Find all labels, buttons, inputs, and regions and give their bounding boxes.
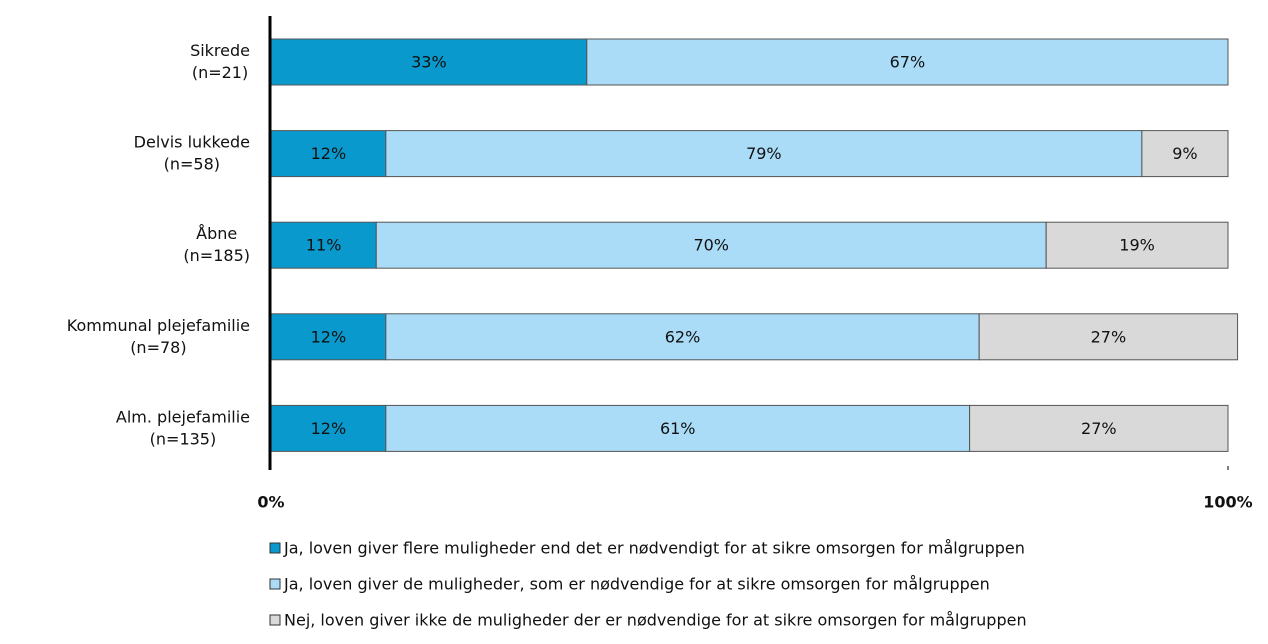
bar-segment [978, 313, 1239, 361]
value-label: 70% [693, 236, 729, 255]
value-label: 62% [665, 327, 701, 346]
legend-label: Nej, loven giver ikke de muligheder der … [284, 611, 1027, 630]
value-label: 12% [311, 419, 347, 438]
category-label: Åbne (n=185) [183, 224, 250, 265]
bar-segment [969, 404, 1229, 452]
value-label: 12% [311, 144, 347, 163]
legend-swatch [269, 542, 281, 554]
value-label: 27% [1091, 327, 1127, 346]
category-label: Delvis lukkede (n=58) [134, 132, 250, 173]
bar-segment [270, 130, 387, 178]
bar-segment [270, 38, 588, 86]
category-label-line: Delvis lukkede [134, 132, 250, 151]
legend-swatch [269, 614, 281, 626]
value-label: 12% [311, 327, 347, 346]
value-label: 33% [411, 53, 447, 72]
value-label: 9% [1172, 144, 1197, 163]
bar-segment [1141, 130, 1229, 178]
value-label: 11% [306, 236, 342, 255]
category-label-line: Kommunal plejefamilie [67, 315, 250, 334]
legend-swatch [269, 578, 281, 590]
legend-label: Ja, loven giver flere muligheder end det… [283, 539, 1025, 558]
category-label-line: Åbne [196, 224, 237, 243]
bar-segment [270, 404, 387, 452]
bar-segment [1045, 221, 1229, 269]
category-label-line: Sikrede [190, 41, 250, 60]
category-label: Alm. plejefamilie (n=135) [116, 407, 250, 448]
category-label-line: (n=78) [130, 337, 186, 356]
bar-segment [385, 313, 980, 361]
legend-label: Ja, loven giver de muligheder, som er nø… [283, 575, 990, 594]
category-label-line: Alm. plejefamilie [116, 407, 250, 426]
value-label: 61% [660, 419, 696, 438]
value-label: 79% [746, 144, 782, 163]
bar-segment [385, 404, 971, 452]
x-tick-label: 100% [1203, 493, 1252, 512]
bar-segment [375, 221, 1047, 269]
category-label-line: (n=185) [183, 246, 250, 265]
category-label-line: (n=58) [164, 154, 220, 173]
category-label: Kommunal plejefamilie (n=78) [67, 315, 250, 356]
bar-segment [586, 38, 1229, 86]
value-label: 27% [1081, 419, 1117, 438]
value-label: 67% [890, 53, 926, 72]
category-label-line: (n=21) [192, 63, 248, 82]
value-label: 19% [1119, 236, 1155, 255]
category-label: Sikrede (n=21) [190, 41, 250, 82]
bar-segment [385, 130, 1143, 178]
category-label-line: (n=135) [150, 429, 217, 448]
x-tick-label: 0% [257, 493, 284, 512]
